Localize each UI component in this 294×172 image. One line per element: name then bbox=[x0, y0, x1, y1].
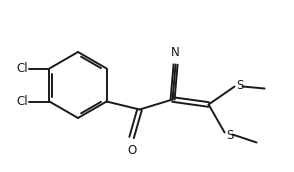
Text: N: N bbox=[171, 46, 180, 60]
Text: S: S bbox=[227, 129, 234, 142]
Text: Cl: Cl bbox=[17, 62, 29, 75]
Text: Cl: Cl bbox=[17, 95, 29, 108]
Text: S: S bbox=[237, 79, 244, 92]
Text: O: O bbox=[127, 144, 136, 158]
